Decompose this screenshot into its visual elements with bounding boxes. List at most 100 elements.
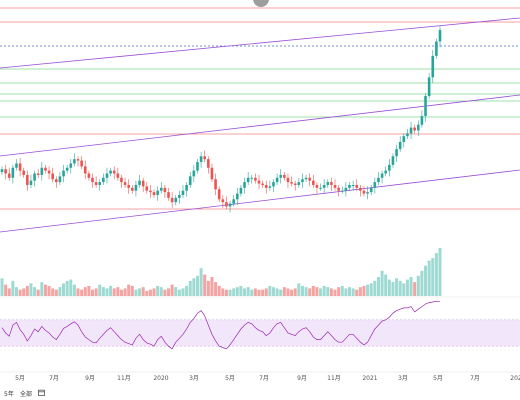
volume-bar <box>62 283 66 296</box>
candle-body <box>304 177 308 180</box>
volume-bar <box>214 282 218 296</box>
volume-bar <box>206 280 210 296</box>
volume-bar <box>167 288 171 296</box>
volume-bar <box>366 284 370 296</box>
candle-body <box>15 163 18 168</box>
top-indicator-dot <box>253 0 269 7</box>
x-tick-label: 9月 <box>297 375 307 382</box>
candle-body <box>0 169 4 173</box>
x-tick-label: 7月 <box>49 375 59 382</box>
candle-body <box>344 187 348 191</box>
candle-body <box>65 167 69 171</box>
candle-body <box>159 187 163 191</box>
volume-bar <box>80 289 84 296</box>
candle-body <box>94 182 98 185</box>
volume-bar <box>87 285 91 296</box>
candle-body <box>156 190 159 196</box>
candle-body <box>406 133 409 137</box>
candle-body <box>123 182 127 185</box>
candle-body <box>268 186 272 188</box>
volume-bar <box>420 270 424 296</box>
candle-body <box>333 184 337 188</box>
volume-bar <box>40 282 44 296</box>
volume-bar <box>177 289 181 296</box>
x-tick-label: 11月 <box>117 375 131 382</box>
volume-bars <box>0 248 520 298</box>
volume-bar <box>210 277 214 296</box>
volume-bar <box>47 285 51 296</box>
volume-bar <box>0 278 4 296</box>
candle-body <box>283 174 286 178</box>
candle-body <box>120 177 123 183</box>
candle-body <box>127 184 130 188</box>
candle-body <box>391 156 395 165</box>
candle-body <box>286 177 290 183</box>
candle-body <box>192 170 196 177</box>
volume-bar <box>127 284 131 296</box>
volume-bar <box>221 288 225 296</box>
volume-bar <box>130 285 134 296</box>
all-range-button[interactable]: 全部 <box>20 391 33 398</box>
volume-bar <box>434 253 438 296</box>
horizontal-levels <box>0 7 520 210</box>
candle-body <box>228 203 232 207</box>
candle-body <box>116 173 120 178</box>
volume-bar <box>268 285 272 296</box>
candle-body <box>359 187 362 191</box>
candle-body <box>109 170 112 174</box>
volume-bar <box>380 270 384 296</box>
volume-bar <box>185 285 189 296</box>
volume-bar <box>257 289 261 296</box>
candle-body <box>47 170 51 174</box>
candle-body <box>134 184 138 191</box>
volume-bar <box>319 288 323 296</box>
volume-bar <box>348 287 352 296</box>
candle-body <box>239 187 243 194</box>
candle-body <box>308 177 311 181</box>
volume-bar <box>69 279 73 296</box>
calendar-icon[interactable] <box>38 389 45 398</box>
candle-body <box>76 159 80 161</box>
volume-bar <box>232 288 236 296</box>
candle-body <box>395 149 398 157</box>
volume-bar <box>188 280 192 296</box>
volume-bar <box>431 258 435 296</box>
candle-body <box>163 187 167 193</box>
volume-bar <box>145 290 149 296</box>
candle-body <box>36 173 40 175</box>
volume-bar <box>159 287 163 296</box>
volume-bar <box>54 289 58 296</box>
volume-bar <box>152 288 156 296</box>
candle-body <box>416 124 420 131</box>
candle-body <box>438 30 442 42</box>
volume-bar <box>141 287 145 296</box>
x-tick-label: 11月 <box>327 375 341 382</box>
candle-body <box>210 167 214 180</box>
candle-body <box>199 156 203 163</box>
candle-body <box>322 184 326 188</box>
volume-bar <box>33 287 37 296</box>
volume-bar <box>11 280 15 296</box>
volume-bar <box>14 287 18 296</box>
candle-body <box>330 182 333 185</box>
candle-body <box>102 177 105 183</box>
channel-line <box>0 17 520 69</box>
candle-body <box>420 116 424 125</box>
candle-body <box>348 184 351 188</box>
candle-body <box>315 184 319 188</box>
candle-body <box>91 177 94 183</box>
rsi-band <box>0 319 520 347</box>
volume-bar <box>279 289 283 296</box>
candle-body <box>131 187 134 191</box>
candle-body <box>297 182 301 185</box>
candle-body <box>170 197 174 203</box>
volume-bar <box>217 285 221 296</box>
volume-bar <box>275 288 279 296</box>
interval-5y-button[interactable]: 5年 <box>4 391 14 398</box>
volume-bar <box>250 289 254 296</box>
volume-bar <box>351 288 355 296</box>
candle-body <box>80 160 83 167</box>
x-tick-label: 7月 <box>470 375 480 382</box>
stock-chart[interactable]: 5月 7月 9月 11月 2020 3月 5月 7月 9月 11月 2021 3月 5月 7月 202 <box>0 0 520 386</box>
candle-body <box>54 179 58 183</box>
